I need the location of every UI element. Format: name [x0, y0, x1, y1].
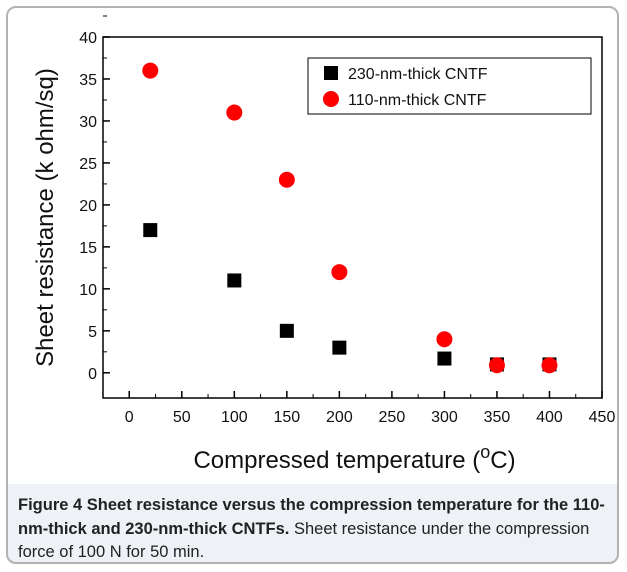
caption-background [6, 484, 619, 564]
legend-box [307, 57, 592, 115]
x-axis-label-unit: C) [490, 447, 515, 474]
legend-marker-circle [323, 91, 339, 107]
x-tick-label: 200 [326, 409, 353, 426]
data-point-square [279, 323, 294, 338]
y-tick-label: 5 [88, 324, 97, 341]
y-tick-label: 40 [79, 30, 97, 47]
x-tick-label: 350 [484, 409, 511, 426]
x-tick-label: 250 [379, 409, 406, 426]
figure-caption: Figure 4 Sheet resistance versus the com… [18, 494, 614, 565]
data-point-circle [488, 357, 505, 374]
data-point-circle [226, 104, 243, 121]
y-tick-label: 35 [79, 72, 97, 89]
data-point-square [143, 223, 158, 238]
legend: 230-nm-thick CNTF 110-nm-thick CNTF [307, 57, 592, 115]
data-points [142, 62, 558, 374]
data-point-circle [436, 331, 453, 348]
data-point-square [437, 351, 452, 366]
x-axis-label-superscript: o [480, 442, 490, 462]
data-point-circle [278, 171, 295, 188]
y-tick-label: 25 [79, 156, 97, 173]
x-tick-label: 400 [536, 409, 563, 426]
caption-label: Figure 4 [18, 496, 83, 514]
y-tick-label: 20 [79, 198, 97, 215]
plot-area [102, 36, 603, 399]
caption-text: Sheet resistance under the compression f… [18, 519, 590, 562]
legend-label: 230-nm-thick CNTF [348, 66, 488, 83]
x-tick-label: 150 [273, 409, 300, 426]
x-axis-label-text: Compressed temperature ( [193, 447, 480, 474]
x-tick-label: 450 [589, 409, 616, 426]
x-axis-label: Compressed temperature (oC) [193, 442, 515, 474]
y-axis-label: Sheet resistance (k ohm/sq) [32, 68, 59, 367]
data-point-circle [331, 264, 348, 281]
data-point-square [227, 273, 242, 288]
y-tick-label: 0 [88, 366, 97, 383]
y-tick-label: 10 [79, 282, 97, 299]
legend-label: 110-nm-thick CNTF [348, 92, 487, 109]
data-point-circle [142, 62, 159, 79]
legend-marker-square [324, 66, 338, 80]
x-tick-label: 0 [125, 409, 134, 426]
data-point-circle [541, 357, 558, 374]
data-point-square [332, 340, 347, 355]
x-tick-label: 50 [173, 409, 191, 426]
caption-title: Sheet resistance versus the compression … [18, 496, 605, 538]
x-tick-label: 300 [431, 409, 458, 426]
x-tick-label: 100 [221, 409, 248, 426]
y-tick-label: 30 [79, 114, 97, 131]
y-tick-label: 15 [79, 240, 97, 257]
